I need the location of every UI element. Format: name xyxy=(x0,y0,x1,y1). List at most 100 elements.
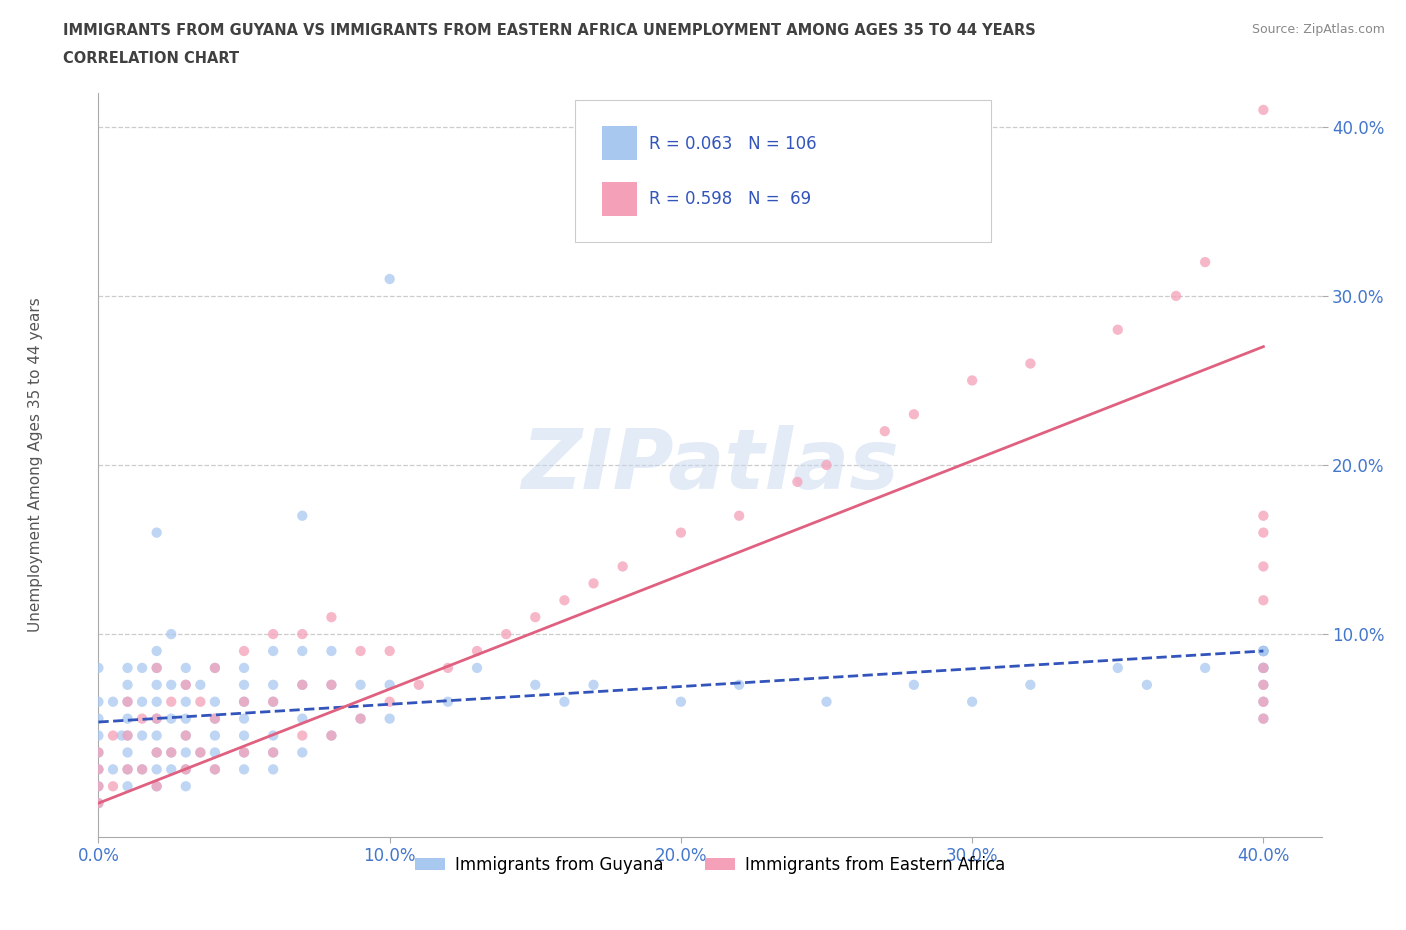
Point xyxy=(174,711,197,726)
Point xyxy=(1107,323,1129,338)
Point xyxy=(349,677,371,692)
Point xyxy=(233,660,256,675)
Point xyxy=(204,711,226,726)
Point xyxy=(553,592,575,607)
Point xyxy=(174,660,197,675)
Point xyxy=(111,728,134,743)
Point xyxy=(437,695,460,710)
Point xyxy=(786,474,808,489)
Point xyxy=(204,711,226,726)
Point xyxy=(145,778,167,793)
Bar xyxy=(602,126,637,160)
Point xyxy=(131,695,153,710)
Point xyxy=(1107,660,1129,675)
Point xyxy=(204,728,226,743)
Point xyxy=(188,677,212,692)
Point xyxy=(728,509,751,524)
Point xyxy=(188,745,212,760)
Point xyxy=(728,677,751,692)
Point xyxy=(117,695,139,710)
Point xyxy=(582,576,605,591)
Point xyxy=(291,711,314,726)
Point xyxy=(815,458,838,472)
Point xyxy=(291,677,314,692)
Point xyxy=(174,677,197,692)
Point xyxy=(815,695,838,710)
Point xyxy=(262,762,284,777)
Point xyxy=(174,745,197,760)
Point xyxy=(1253,644,1275,658)
Point xyxy=(174,728,197,743)
Point xyxy=(145,677,167,692)
Point xyxy=(160,627,183,642)
Point xyxy=(160,677,183,692)
Point xyxy=(145,711,167,726)
Point xyxy=(582,677,605,692)
Point xyxy=(145,745,167,760)
Point xyxy=(117,677,139,692)
Point xyxy=(87,695,110,710)
Point xyxy=(117,711,139,726)
Point xyxy=(321,644,343,658)
Point xyxy=(233,677,256,692)
Point xyxy=(87,745,110,760)
Point xyxy=(349,644,371,658)
Point xyxy=(117,778,139,793)
Point xyxy=(1164,288,1187,303)
Bar xyxy=(602,182,637,216)
Point xyxy=(145,525,167,540)
Point xyxy=(1194,255,1216,270)
Text: R = 0.598   N =  69: R = 0.598 N = 69 xyxy=(648,191,811,208)
Point xyxy=(408,677,430,692)
Point xyxy=(553,695,575,710)
Point xyxy=(101,778,124,793)
Point xyxy=(87,778,110,793)
Point xyxy=(1019,677,1042,692)
Point xyxy=(131,660,153,675)
Point xyxy=(204,695,226,710)
Point xyxy=(1253,644,1275,658)
Point xyxy=(117,728,139,743)
Point xyxy=(174,762,197,777)
Point xyxy=(145,778,167,793)
Point xyxy=(1253,559,1275,574)
Point xyxy=(291,627,314,642)
Point xyxy=(145,711,167,726)
Point xyxy=(188,745,212,760)
Point xyxy=(349,711,371,726)
Point xyxy=(321,728,343,743)
Point xyxy=(1253,695,1275,710)
Point xyxy=(1253,660,1275,675)
Point xyxy=(1253,677,1275,692)
Point xyxy=(349,711,371,726)
Point xyxy=(1253,509,1275,524)
Point xyxy=(960,695,983,710)
Point xyxy=(291,745,314,760)
Point xyxy=(262,677,284,692)
FancyBboxPatch shape xyxy=(575,100,991,242)
Point xyxy=(960,373,983,388)
Point xyxy=(1194,660,1216,675)
Point xyxy=(204,660,226,675)
Legend: Immigrants from Guyana, Immigrants from Eastern Africa: Immigrants from Guyana, Immigrants from … xyxy=(408,849,1012,881)
Point xyxy=(101,728,124,743)
Point xyxy=(233,762,256,777)
Point xyxy=(669,525,692,540)
Point xyxy=(378,711,401,726)
Point xyxy=(1253,695,1275,710)
Point xyxy=(262,745,284,760)
Point xyxy=(145,644,167,658)
Point xyxy=(87,796,110,811)
Point xyxy=(204,762,226,777)
Point xyxy=(233,745,256,760)
Point xyxy=(1253,660,1275,675)
Point xyxy=(378,677,401,692)
Point xyxy=(1253,525,1275,540)
Point xyxy=(1253,660,1275,675)
Point xyxy=(437,660,460,675)
Point xyxy=(291,644,314,658)
Point xyxy=(204,745,226,760)
Point xyxy=(1253,677,1275,692)
Point xyxy=(524,677,547,692)
Point xyxy=(87,745,110,760)
